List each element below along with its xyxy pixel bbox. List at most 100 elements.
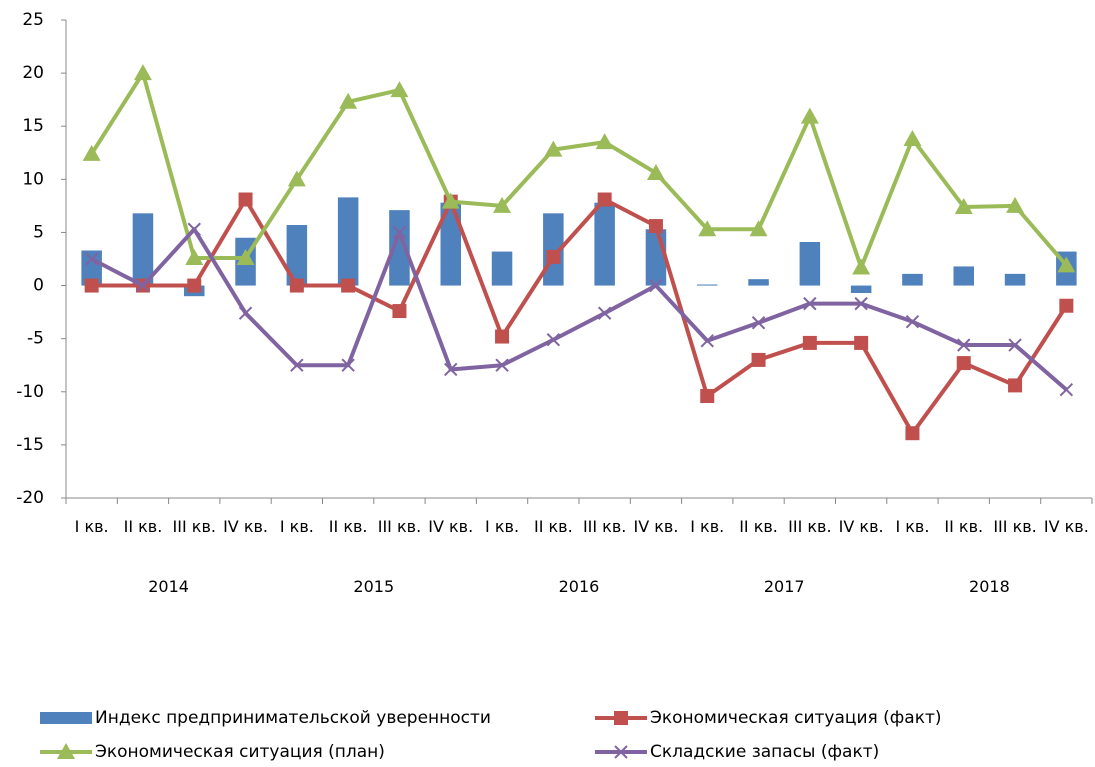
marker [614,745,628,759]
legend-label: Экономическая ситуация (план) [95,742,385,762]
marker [185,248,204,265]
y-tick-label: 25 [22,10,44,30]
marker [751,316,766,330]
x-tick-label: II кв. [123,517,163,536]
marker [495,358,509,372]
x-tick-label: IV кв. [1043,517,1089,536]
marker [751,352,766,367]
x-tick-label: I кв. [895,517,930,536]
marker [187,222,201,236]
marker [238,192,253,207]
x-tick-label: I кв. [74,517,109,536]
x-tick-label: II кв. [739,517,778,536]
bar [696,284,718,286]
line [89,71,1068,270]
x-tick-label: IV кв. [223,517,268,536]
marker [903,129,922,146]
marker [1008,378,1023,393]
marker [614,711,628,725]
x-tick-label: II кв. [328,517,368,536]
marker [133,64,152,81]
x-tick-label: II кв. [533,517,573,536]
x-tick-label: III кв. [993,517,1037,536]
marker [1006,196,1025,213]
marker [957,338,971,352]
x-tick-label: IV кв. [838,517,884,536]
marker [956,356,971,371]
marker [287,170,306,187]
x-tick-label: II кв. [944,517,984,536]
bar [132,213,154,286]
marker [441,192,460,209]
x-tick-label: III кв. [377,517,422,536]
marker [82,144,101,161]
x-tick-label: IV кв. [633,517,679,536]
x-tick-label: III кв. [582,517,627,536]
bar [645,229,667,286]
marker [597,306,612,320]
x-tick-label: IV кв. [428,517,474,536]
bar [953,266,975,286]
group-label: 2015 [353,577,395,596]
line [91,197,1069,436]
marker [392,225,407,240]
y-tick-label: -5 [27,329,44,349]
marker [649,278,663,293]
marker [1059,298,1074,313]
x-tick-label: I кв. [690,517,725,536]
legend-swatch [40,712,92,724]
bar [902,273,923,286]
marker [1008,338,1022,352]
marker [905,426,920,441]
bar [389,210,410,286]
marker [84,252,99,266]
marker [854,296,868,311]
bar [594,202,615,286]
bar [491,251,513,286]
marker [390,81,409,98]
line [90,227,1068,392]
marker [749,220,768,237]
marker [57,743,75,759]
marker [700,334,714,348]
y-tick-label: 5 [33,222,44,242]
marker [546,249,561,264]
marker [852,258,871,275]
marker [597,192,612,207]
y-tick-label: 10 [22,169,44,189]
bar [799,242,821,286]
marker [544,140,563,157]
y-tick-label: 15 [22,116,44,136]
marker [1057,256,1076,273]
bar [1004,273,1026,286]
marker [495,329,510,344]
y-tick-label: -10 [16,382,44,402]
x-tick-label: III кв. [788,517,832,536]
marker [803,296,817,311]
bar [81,250,102,286]
bar [440,202,462,286]
marker [290,358,304,372]
marker [905,314,920,329]
bar [748,279,769,286]
group-label: 2018 [969,577,1010,596]
marker [341,278,356,293]
bar [850,285,872,293]
x-tick-label: I кв. [485,517,520,536]
marker [493,196,512,213]
group-label: 2014 [148,577,189,596]
group-label: 2016 [558,577,600,596]
marker [392,304,407,319]
marker [800,107,819,124]
marker [595,133,614,150]
marker [238,306,253,320]
marker [854,335,869,350]
marker [136,278,150,293]
y-tick-label: 20 [22,63,44,83]
marker [954,197,973,214]
y-tick-label: -20 [16,488,44,508]
marker [339,92,358,109]
marker [546,333,561,347]
